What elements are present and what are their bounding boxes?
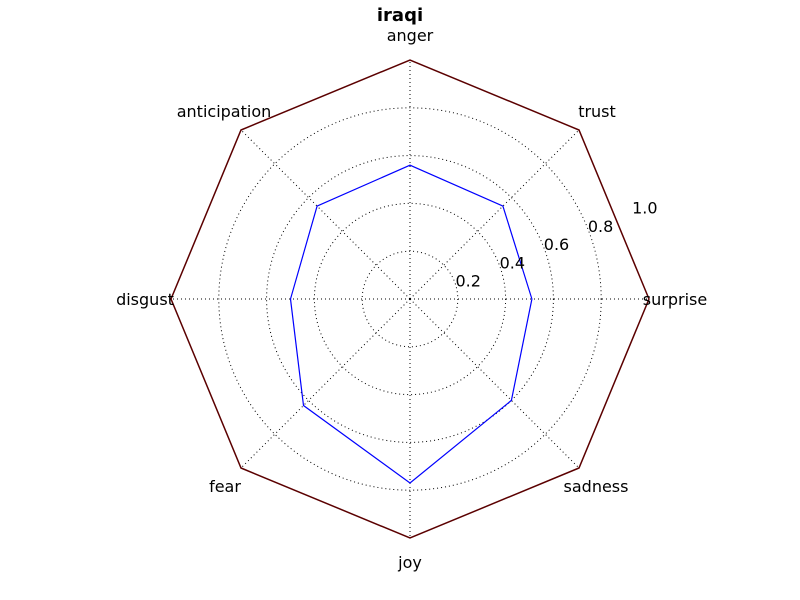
spoke-fear xyxy=(240,298,411,469)
category-label-disgust: disgust xyxy=(116,290,174,309)
radial-tick-label-3: 0.8 xyxy=(588,217,613,236)
radar-frame xyxy=(170,59,650,539)
category-label-joy: joy xyxy=(397,553,422,572)
category-labels: surprise trust anger anticipation disgust fea… xyxy=(116,26,707,572)
outer-frame xyxy=(170,59,650,539)
grid-ring-3 xyxy=(218,107,602,491)
grid-ring-2 xyxy=(266,155,554,443)
radial-tick-label-0: 0.2 xyxy=(455,272,480,291)
category-label-anticipation: anticipation xyxy=(177,102,272,121)
spoke-sadness xyxy=(409,298,580,469)
category-label-trust: trust xyxy=(578,102,616,121)
radar-grid xyxy=(171,60,649,538)
series-0-line xyxy=(289,164,533,484)
category-label-sadness: sadness xyxy=(564,477,629,496)
radial-tick-label-2: 0.6 xyxy=(544,235,569,254)
category-label-surprise: surprise xyxy=(643,290,707,309)
radar-series xyxy=(289,164,533,484)
category-label-fear: fear xyxy=(209,477,241,496)
radial-tick-label-1: 0.4 xyxy=(500,253,525,272)
center-dot xyxy=(408,297,412,301)
radial-tick-labels: 0.2 0.4 0.6 0.8 1.0 xyxy=(455,199,657,291)
radial-tick-label-4: 1.0 xyxy=(632,199,657,218)
grid-ring-0 xyxy=(361,250,459,348)
chart-title: iraqi xyxy=(377,5,423,26)
grid-ring-1 xyxy=(313,202,507,396)
category-label-anger: anger xyxy=(387,26,434,45)
spoke-trust xyxy=(409,129,580,300)
spoke-anticipation xyxy=(240,129,411,300)
